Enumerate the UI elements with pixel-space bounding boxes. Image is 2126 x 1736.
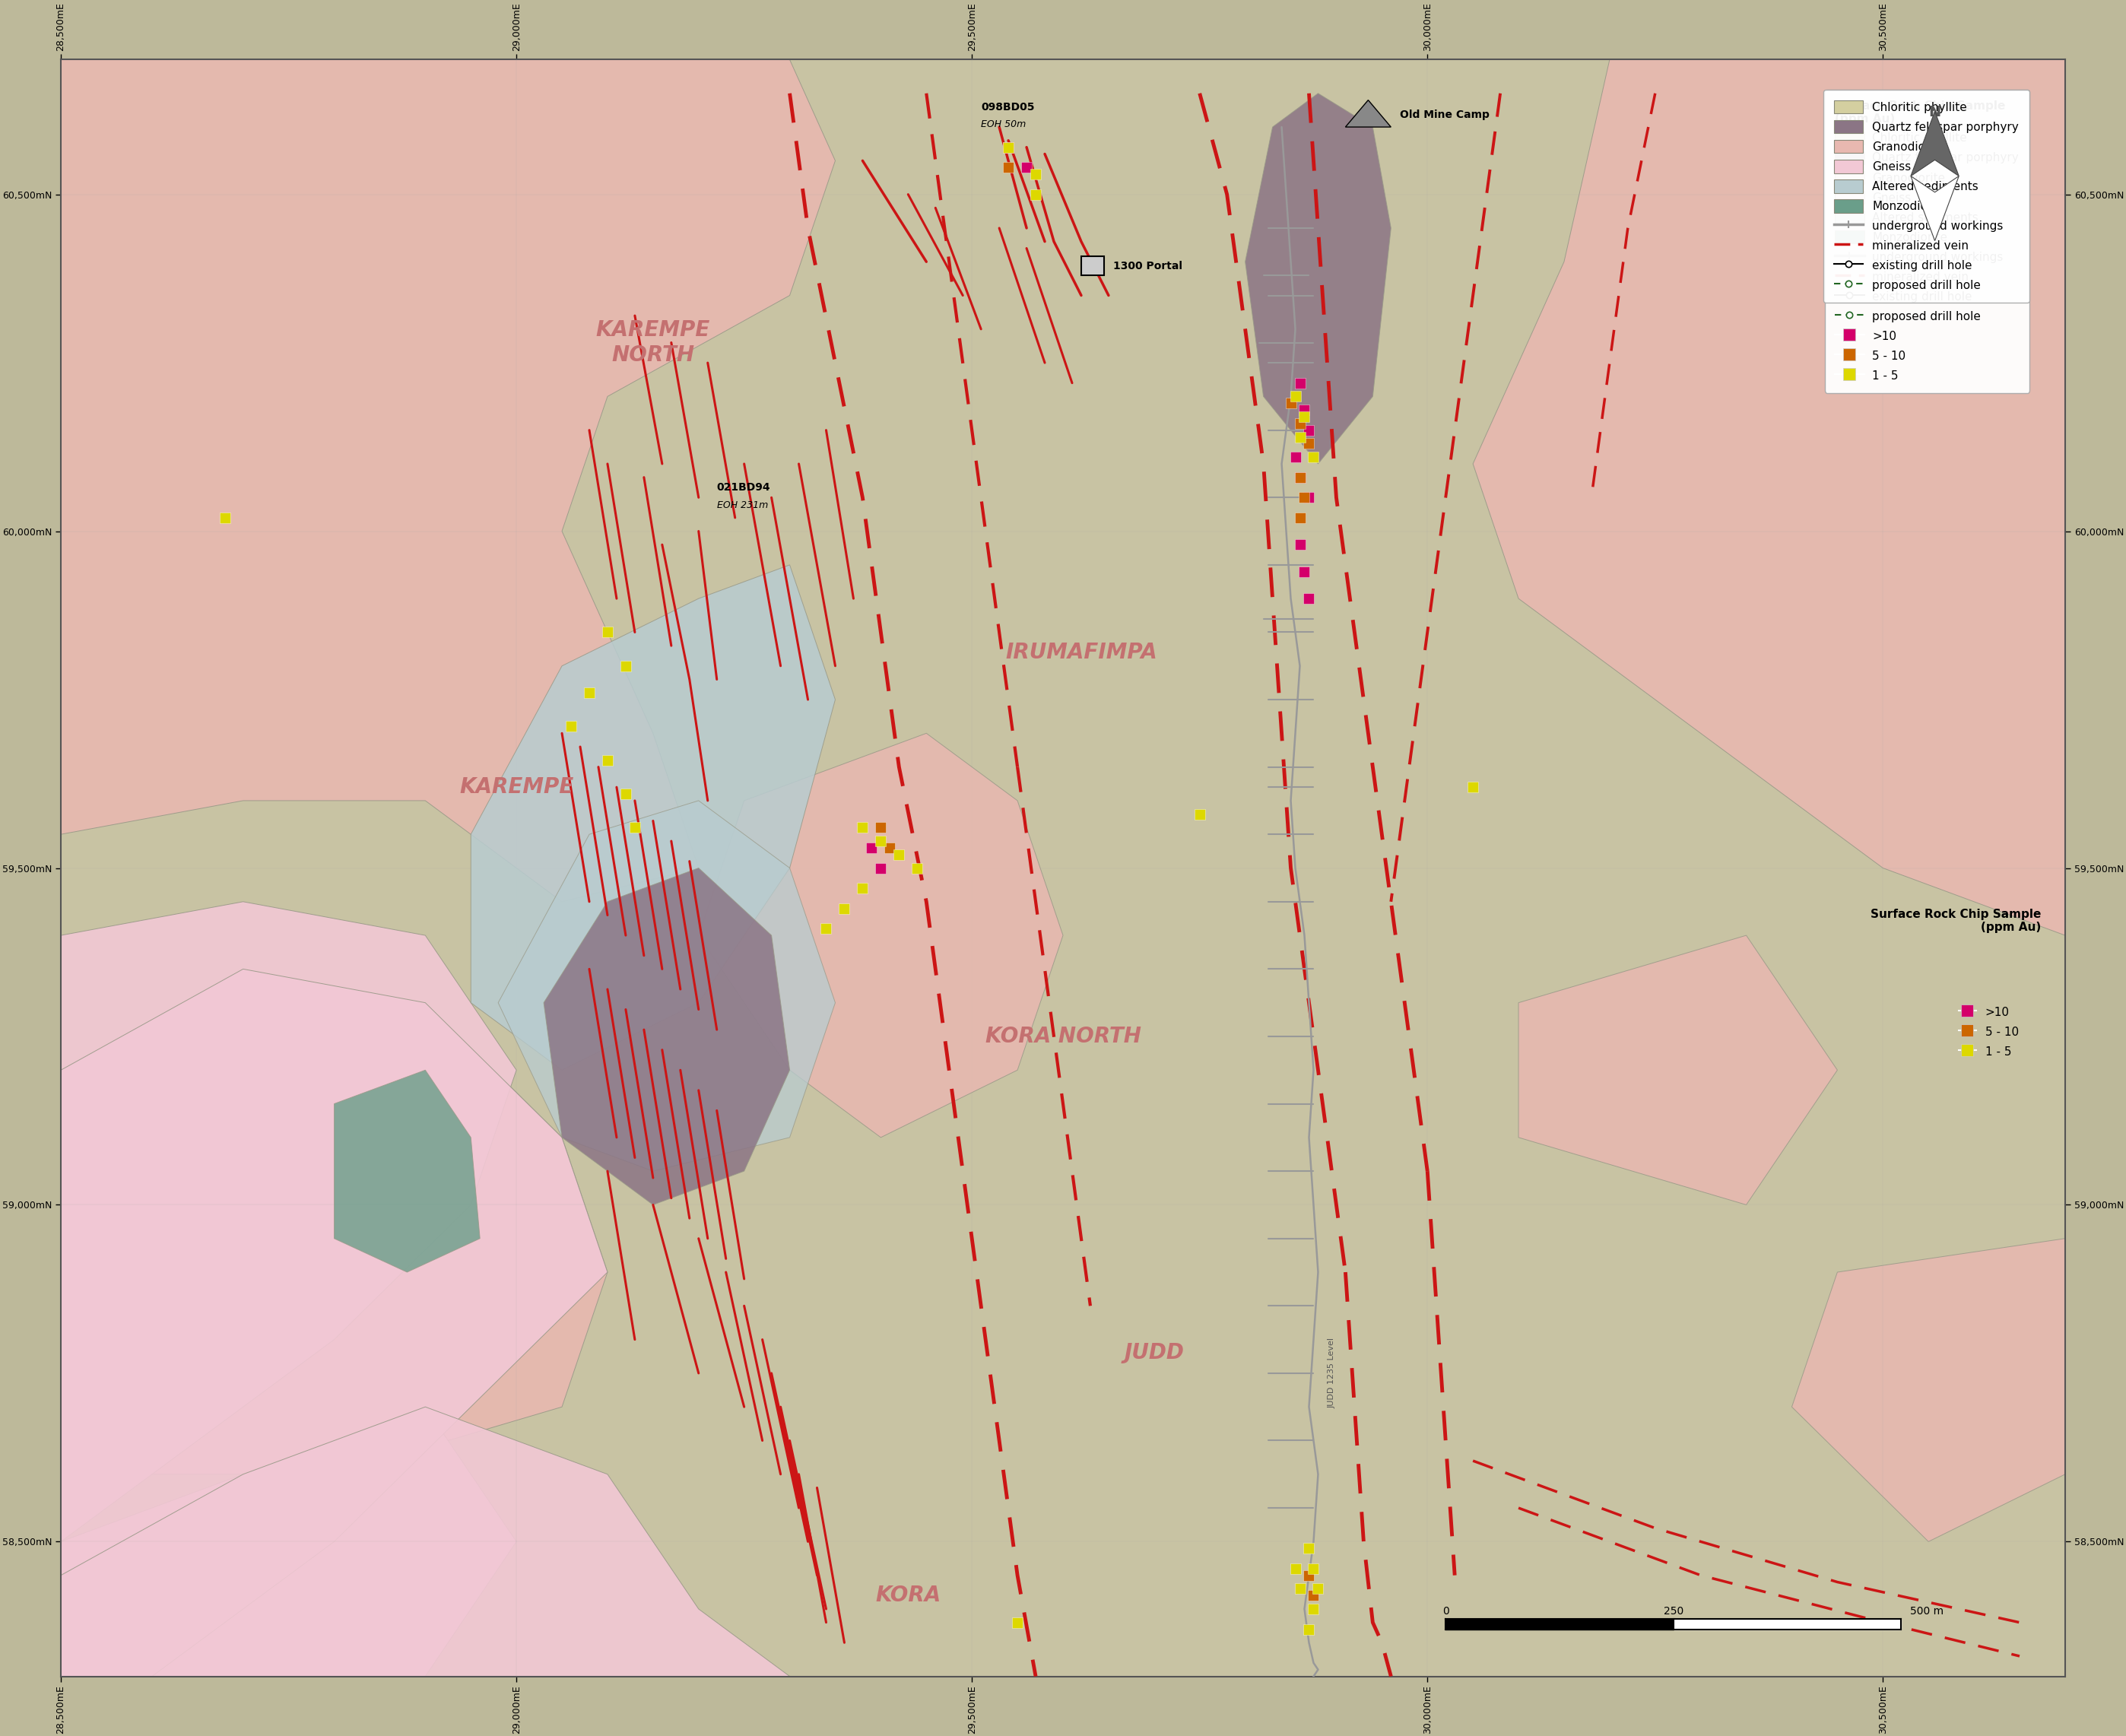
Point [855, 833, 889, 861]
Point [863, 814, 897, 842]
Point [1293, 431, 1327, 458]
Point [899, 854, 933, 882]
Point [1282, 464, 1316, 491]
Polygon shape [62, 969, 608, 1677]
Text: KORA: KORA [876, 1585, 942, 1606]
Text: 1300 Portal: 1300 Portal [1114, 260, 1182, 271]
Point [555, 713, 589, 741]
Point [1297, 1581, 1331, 1609]
Point [1293, 585, 1327, 613]
Polygon shape [62, 1003, 608, 1474]
Point [1278, 382, 1312, 410]
Text: N: N [1928, 106, 1941, 120]
Polygon shape [1473, 59, 2064, 936]
Point [1282, 424, 1316, 451]
Point [1288, 396, 1322, 424]
Polygon shape [1518, 936, 1837, 1205]
Text: 500 m: 500 m [1911, 1606, 1943, 1616]
Point [1282, 410, 1316, 437]
Text: 021BD94: 021BD94 [716, 483, 770, 493]
Point [846, 875, 880, 903]
Polygon shape [62, 1406, 517, 1677]
Point [1278, 1555, 1312, 1583]
Point [1282, 1575, 1316, 1602]
Text: KAREMPE
NORTH: KAREMPE NORTH [595, 319, 710, 366]
Point [810, 915, 844, 943]
Polygon shape [62, 901, 517, 1542]
Point [1018, 160, 1052, 187]
Polygon shape [1346, 101, 1390, 127]
Point [1288, 403, 1322, 431]
Point [863, 854, 897, 882]
Point [882, 840, 916, 868]
Polygon shape [1911, 175, 1958, 241]
Point [1282, 370, 1316, 398]
Text: Old Mine Camp: Old Mine Camp [1401, 109, 1490, 120]
Point [1301, 1575, 1335, 1602]
Text: 0: 0 [1441, 1606, 1450, 1616]
Point [619, 814, 653, 842]
Point [208, 503, 242, 531]
Point [608, 779, 642, 807]
Legend: >10, 5 - 10, 1 - 5: >10, 5 - 10, 1 - 5 [1947, 995, 2028, 1069]
Polygon shape [334, 1069, 480, 1272]
Point [1293, 1535, 1327, 1562]
Text: Surface Rock Chip Sample
(ppm Au): Surface Rock Chip Sample (ppm Au) [1871, 908, 2041, 932]
Point [1297, 1595, 1331, 1623]
Text: IRUMAFIMPA: IRUMAFIMPA [1006, 642, 1157, 663]
Point [1273, 389, 1307, 417]
Point [874, 833, 908, 861]
Polygon shape [544, 868, 789, 1205]
Text: KAREMPE: KAREMPE [459, 776, 574, 799]
Point [1293, 1614, 1327, 1642]
Text: JUDD 1235 Level: JUDD 1235 Level [1329, 1338, 1335, 1408]
Point [827, 894, 861, 922]
Point [1182, 800, 1216, 828]
Point [591, 746, 625, 774]
Polygon shape [1246, 94, 1390, 464]
Text: EOH 231m: EOH 231m [716, 500, 767, 510]
Text: KORA NORTH: KORA NORTH [984, 1026, 1142, 1047]
Text: 098BD05: 098BD05 [980, 102, 1035, 113]
Text: 250: 250 [1663, 1606, 1684, 1616]
Point [591, 618, 625, 646]
Point [1293, 417, 1327, 444]
Point [1456, 773, 1490, 800]
Point [1282, 464, 1316, 491]
Polygon shape [62, 59, 836, 901]
Point [991, 134, 1025, 161]
Point [1010, 153, 1044, 181]
Polygon shape [1792, 1238, 2064, 1542]
Point [1282, 503, 1316, 531]
Point [1282, 531, 1316, 559]
Point [991, 153, 1025, 181]
Point [863, 826, 897, 854]
Point [846, 814, 880, 842]
Text: EOH 50m: EOH 50m [980, 120, 1027, 128]
Point [1293, 1561, 1327, 1588]
Bar [1082, 257, 1103, 276]
Polygon shape [1911, 111, 1958, 175]
Point [608, 653, 642, 681]
Polygon shape [497, 800, 836, 1172]
Point [1293, 484, 1327, 512]
Polygon shape [62, 1406, 789, 1677]
Polygon shape [699, 733, 1063, 1137]
Point [1001, 1609, 1035, 1637]
Point [991, 134, 1025, 161]
Polygon shape [470, 564, 836, 1069]
Point [1288, 484, 1322, 512]
Point [1297, 443, 1331, 470]
Point [572, 679, 606, 707]
Point [1278, 443, 1312, 470]
Point [1018, 181, 1052, 208]
Text: JUDD: JUDD [1125, 1342, 1184, 1364]
Point [1297, 1555, 1331, 1583]
Point [1288, 557, 1322, 585]
